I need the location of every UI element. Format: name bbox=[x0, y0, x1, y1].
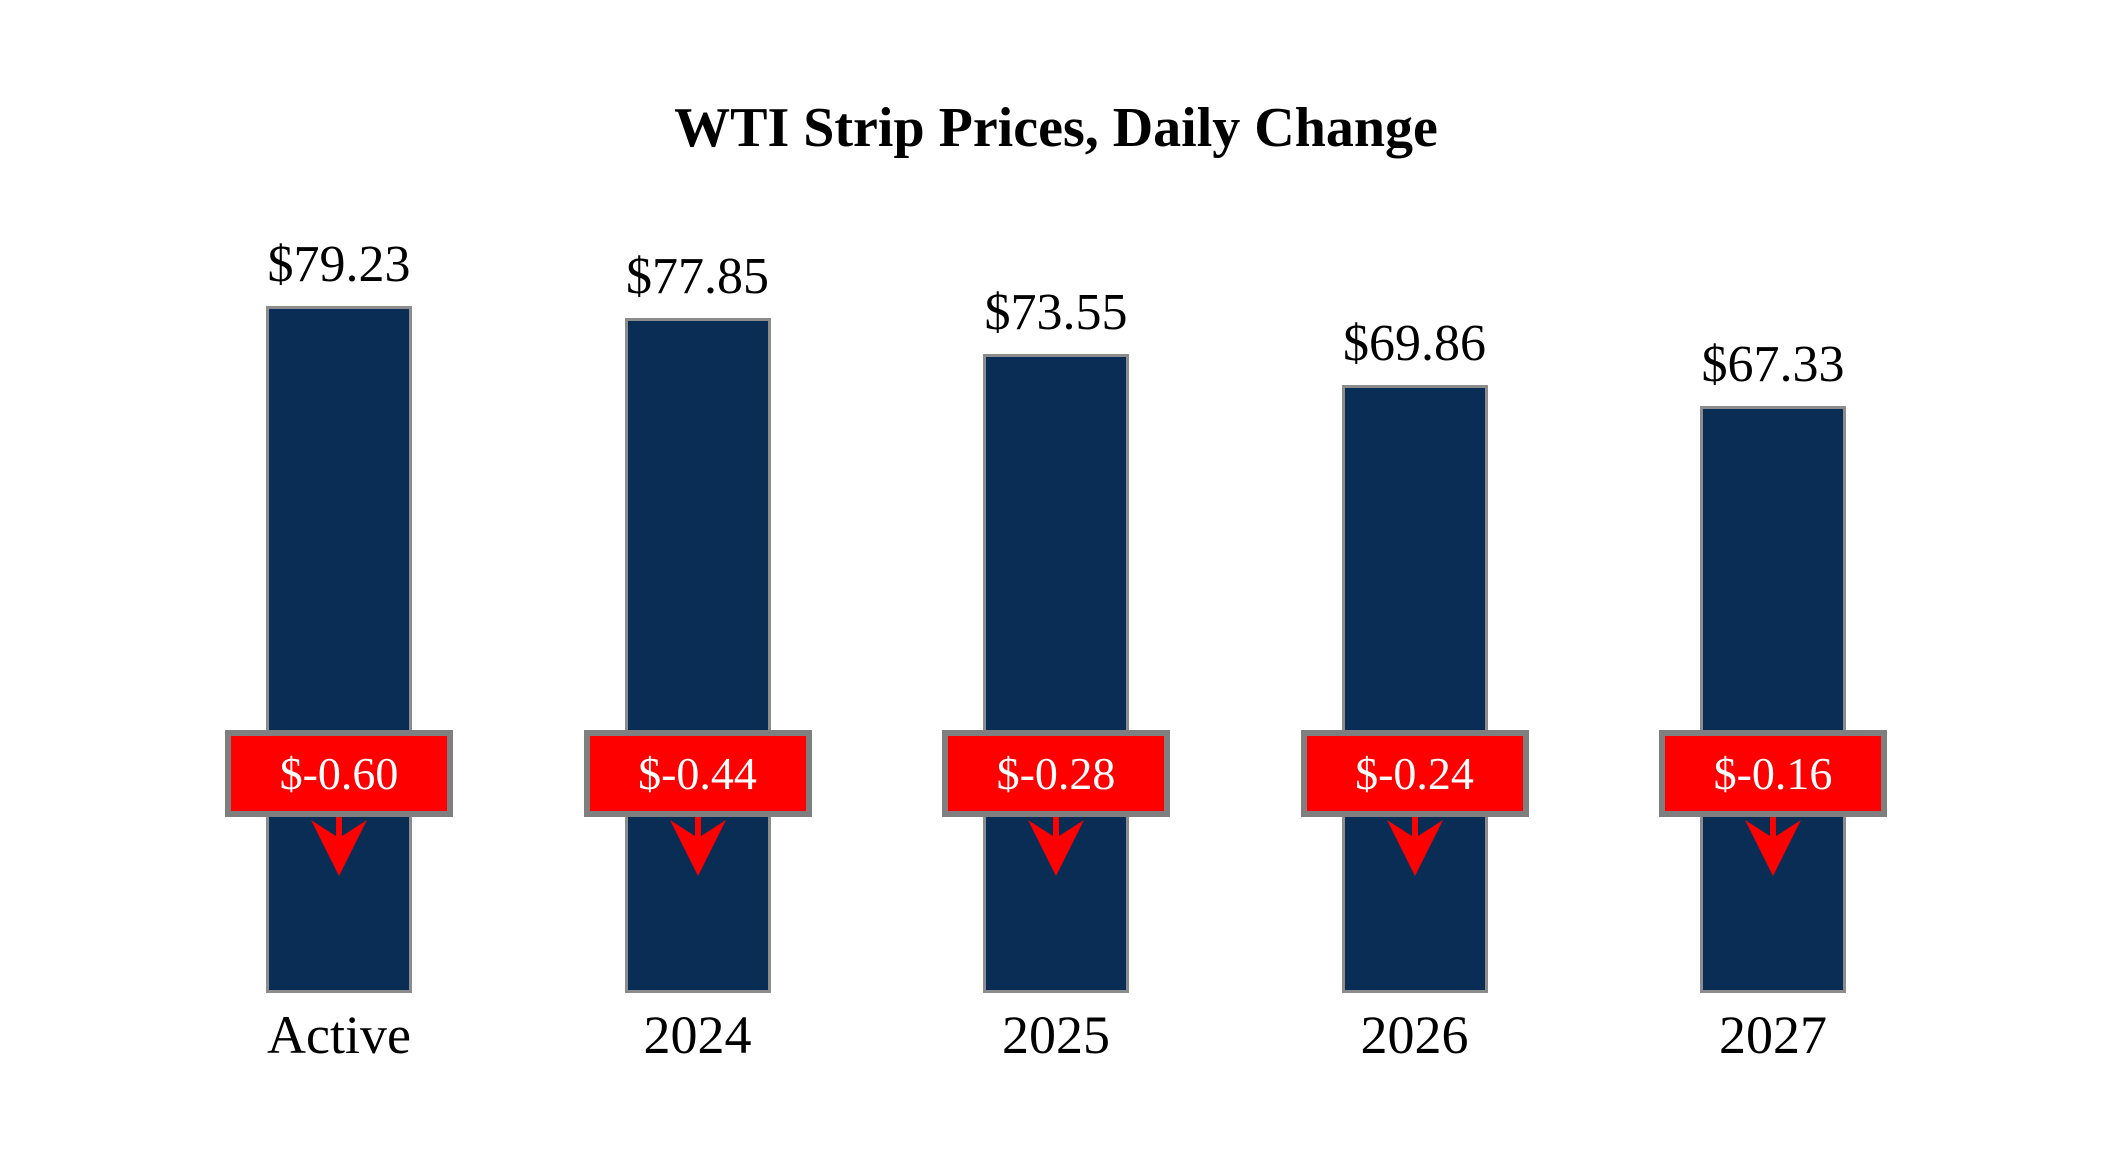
change-badge: $-0.44 bbox=[583, 730, 812, 817]
chart-title: WTI Strip Prices, Daily Change bbox=[674, 97, 1438, 159]
category-label: Active bbox=[267, 1005, 411, 1065]
bar-value-label: $69.86 bbox=[1343, 315, 1486, 372]
down-arrow-icon bbox=[311, 817, 367, 876]
down-arrow-icon bbox=[1386, 817, 1443, 876]
category-label: 2024 bbox=[643, 1005, 752, 1065]
change-badge: $-0.24 bbox=[1300, 730, 1529, 817]
bar-value-label: $73.55 bbox=[984, 284, 1128, 341]
bar bbox=[624, 318, 771, 993]
bar-value-label: $67.33 bbox=[1701, 336, 1845, 393]
down-arrow-icon bbox=[669, 817, 726, 876]
bar bbox=[1700, 406, 1846, 993]
category-label: 2026 bbox=[1360, 1005, 1469, 1065]
bar bbox=[1341, 385, 1488, 993]
bar bbox=[983, 354, 1129, 993]
change-badge: $-0.60 bbox=[225, 730, 453, 817]
category-label: 2025 bbox=[1002, 1005, 1110, 1065]
change-badge: $-0.28 bbox=[942, 730, 1170, 817]
bar-value-label: $77.85 bbox=[626, 248, 769, 305]
bar bbox=[266, 306, 412, 993]
change-badge: $-0.16 bbox=[1659, 730, 1887, 817]
down-arrow-icon bbox=[1028, 817, 1084, 876]
category-label: 2027 bbox=[1719, 1005, 1827, 1065]
bar-value-label: $79.23 bbox=[267, 236, 411, 293]
down-arrow-icon bbox=[1745, 817, 1801, 876]
